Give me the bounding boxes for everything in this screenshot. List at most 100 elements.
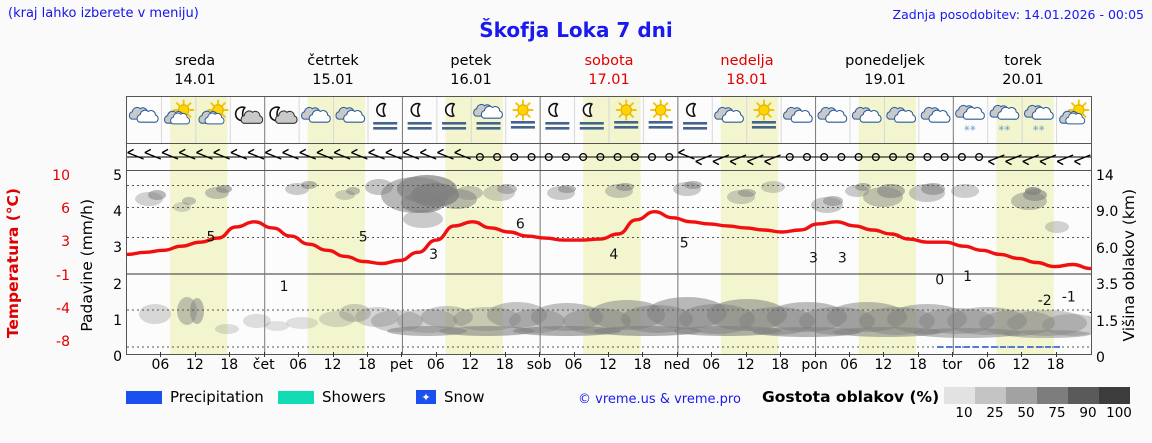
wind-barb (161, 148, 179, 160)
legend-label-precipitation: Precipitation (170, 388, 264, 406)
sun-ray (221, 113, 226, 118)
wind-barb (385, 148, 403, 160)
axis-tick-label: 5 (113, 168, 122, 184)
temperature-point-label: -1 (1062, 290, 1076, 306)
precipitation-axis-title-text: Padavine (mm/h) (78, 199, 96, 332)
wind-feather (333, 148, 341, 154)
calm-wind-circle (802, 152, 812, 162)
low-cloud-blob (593, 326, 701, 336)
axis-tick-label: 3.5 (1096, 277, 1119, 294)
wind-barb (729, 154, 747, 166)
wind-barb (544, 152, 553, 162)
temperature-point-label: 1 (963, 269, 972, 285)
rain-bar (476, 122, 501, 125)
last-update-label: Zadnja posodobitev: 14.01.2026 - 00:05 (892, 7, 1144, 22)
time-tick-mark (745, 352, 747, 357)
calm-wind-circle (665, 152, 674, 162)
time-tick-mark (367, 352, 368, 357)
day-date: 15.01 (312, 72, 354, 88)
wind-shaft (988, 154, 1005, 163)
temperature-point-label: 0 (935, 273, 944, 289)
wind-barb (923, 152, 932, 162)
weather-icon-moon-rain (545, 102, 570, 130)
temperature-axis-ticks: 10 6 3 -1 -4 -8 (36, 168, 70, 355)
weather-icon-sun-rain (614, 99, 639, 129)
calm-wind-circle (854, 152, 863, 162)
legend-item-snow: ✦ Snow (416, 388, 484, 406)
calm-wind-circle (837, 152, 846, 162)
precipitation-axis-ticks: 5 4 3 2 1 0 (100, 168, 122, 365)
moon-shape (582, 102, 593, 118)
axis-tick-label: 6.0 (1096, 240, 1119, 257)
low-cloud-blob (139, 304, 171, 324)
axis-tick-label: 1.5 (1096, 313, 1119, 330)
wind-shaft (282, 151, 299, 160)
wind-barb (527, 152, 536, 162)
sun-ray (652, 113, 658, 118)
sun-ray (652, 102, 658, 107)
sun-ray (664, 113, 669, 118)
wind-feather (282, 148, 289, 154)
wind-shaft (247, 151, 265, 160)
calm-wind-circle (975, 152, 984, 162)
sun-ray (629, 102, 634, 107)
copyright-link[interactable]: © vreme.us & vreme.pro (578, 392, 741, 407)
day-date: 20.01 (1002, 72, 1044, 88)
wind-barb (1005, 154, 1022, 166)
page-title: Škofja Loka 7 dni (479, 18, 673, 42)
wind-shaft (729, 154, 747, 163)
cloud-density-scale (944, 387, 1130, 404)
cloud-shape (343, 109, 366, 123)
day-date: 18.01 (726, 72, 768, 88)
sun-ray (756, 113, 761, 118)
wind-shaft (213, 151, 230, 160)
axis-tick-label: 3 (113, 240, 122, 257)
sun-ray (175, 102, 181, 107)
day-column-1: četrtek 15.01 (264, 52, 402, 92)
time-tick-mark (435, 352, 437, 357)
time-tick-label: 06 (840, 357, 858, 373)
sun-ray (767, 113, 772, 118)
wind-barbs-svg (127, 144, 1091, 170)
wind-barb (264, 148, 282, 160)
weather-icon-cloud (301, 106, 331, 123)
rain-bar (407, 122, 432, 125)
wind-barb (888, 152, 898, 162)
wind-shaft (1005, 154, 1022, 163)
axis-tick-label: 0 (113, 349, 122, 365)
wind-shaft (265, 151, 282, 160)
day-column-5: ponedeljek 19.01 (816, 52, 954, 92)
wind-barb (247, 148, 265, 160)
rain-bar (579, 122, 604, 125)
temperature-point-label: 3 (429, 247, 438, 263)
sun-ray (767, 102, 772, 107)
low-cloud-blob (339, 304, 371, 322)
time-tick-mark (470, 352, 472, 357)
wind-barb (712, 154, 730, 166)
time-tick-label: 06 (977, 357, 996, 373)
snow-flake: ✳ (1032, 124, 1039, 133)
rain-bar (579, 127, 604, 130)
cloud-shape (240, 110, 264, 124)
precipitation-swatch (126, 390, 162, 404)
day-date: 14.01 (174, 72, 216, 88)
snow-star-icon: ✦ (416, 390, 436, 404)
day-name: nedelja (720, 53, 774, 69)
weather-icon-cloud-snow: ✳ ✳ (955, 104, 985, 133)
low-cloud-blob (673, 326, 781, 336)
sun-ray (210, 102, 215, 107)
wind-shaft (1074, 154, 1091, 163)
cloud-blob (877, 184, 905, 198)
day-column-2: petek 16.01 (402, 52, 540, 92)
time-tick-mark (814, 352, 816, 357)
showers-swatch (278, 390, 314, 404)
day-column-4: nedelja 18.01 (678, 52, 816, 92)
time-tick-label: pon (801, 357, 828, 373)
cloud-blob (921, 183, 945, 195)
axis-tick-label: 9.0 (1096, 204, 1119, 221)
snow-flake: ✳ (1004, 124, 1011, 133)
cloud-density-scale-labels: 10 25 50 75 90 100 (934, 405, 1140, 423)
wind-barb (351, 148, 368, 160)
time-tick-mark (1021, 352, 1023, 357)
weather-icon-moon-rain (373, 102, 398, 130)
